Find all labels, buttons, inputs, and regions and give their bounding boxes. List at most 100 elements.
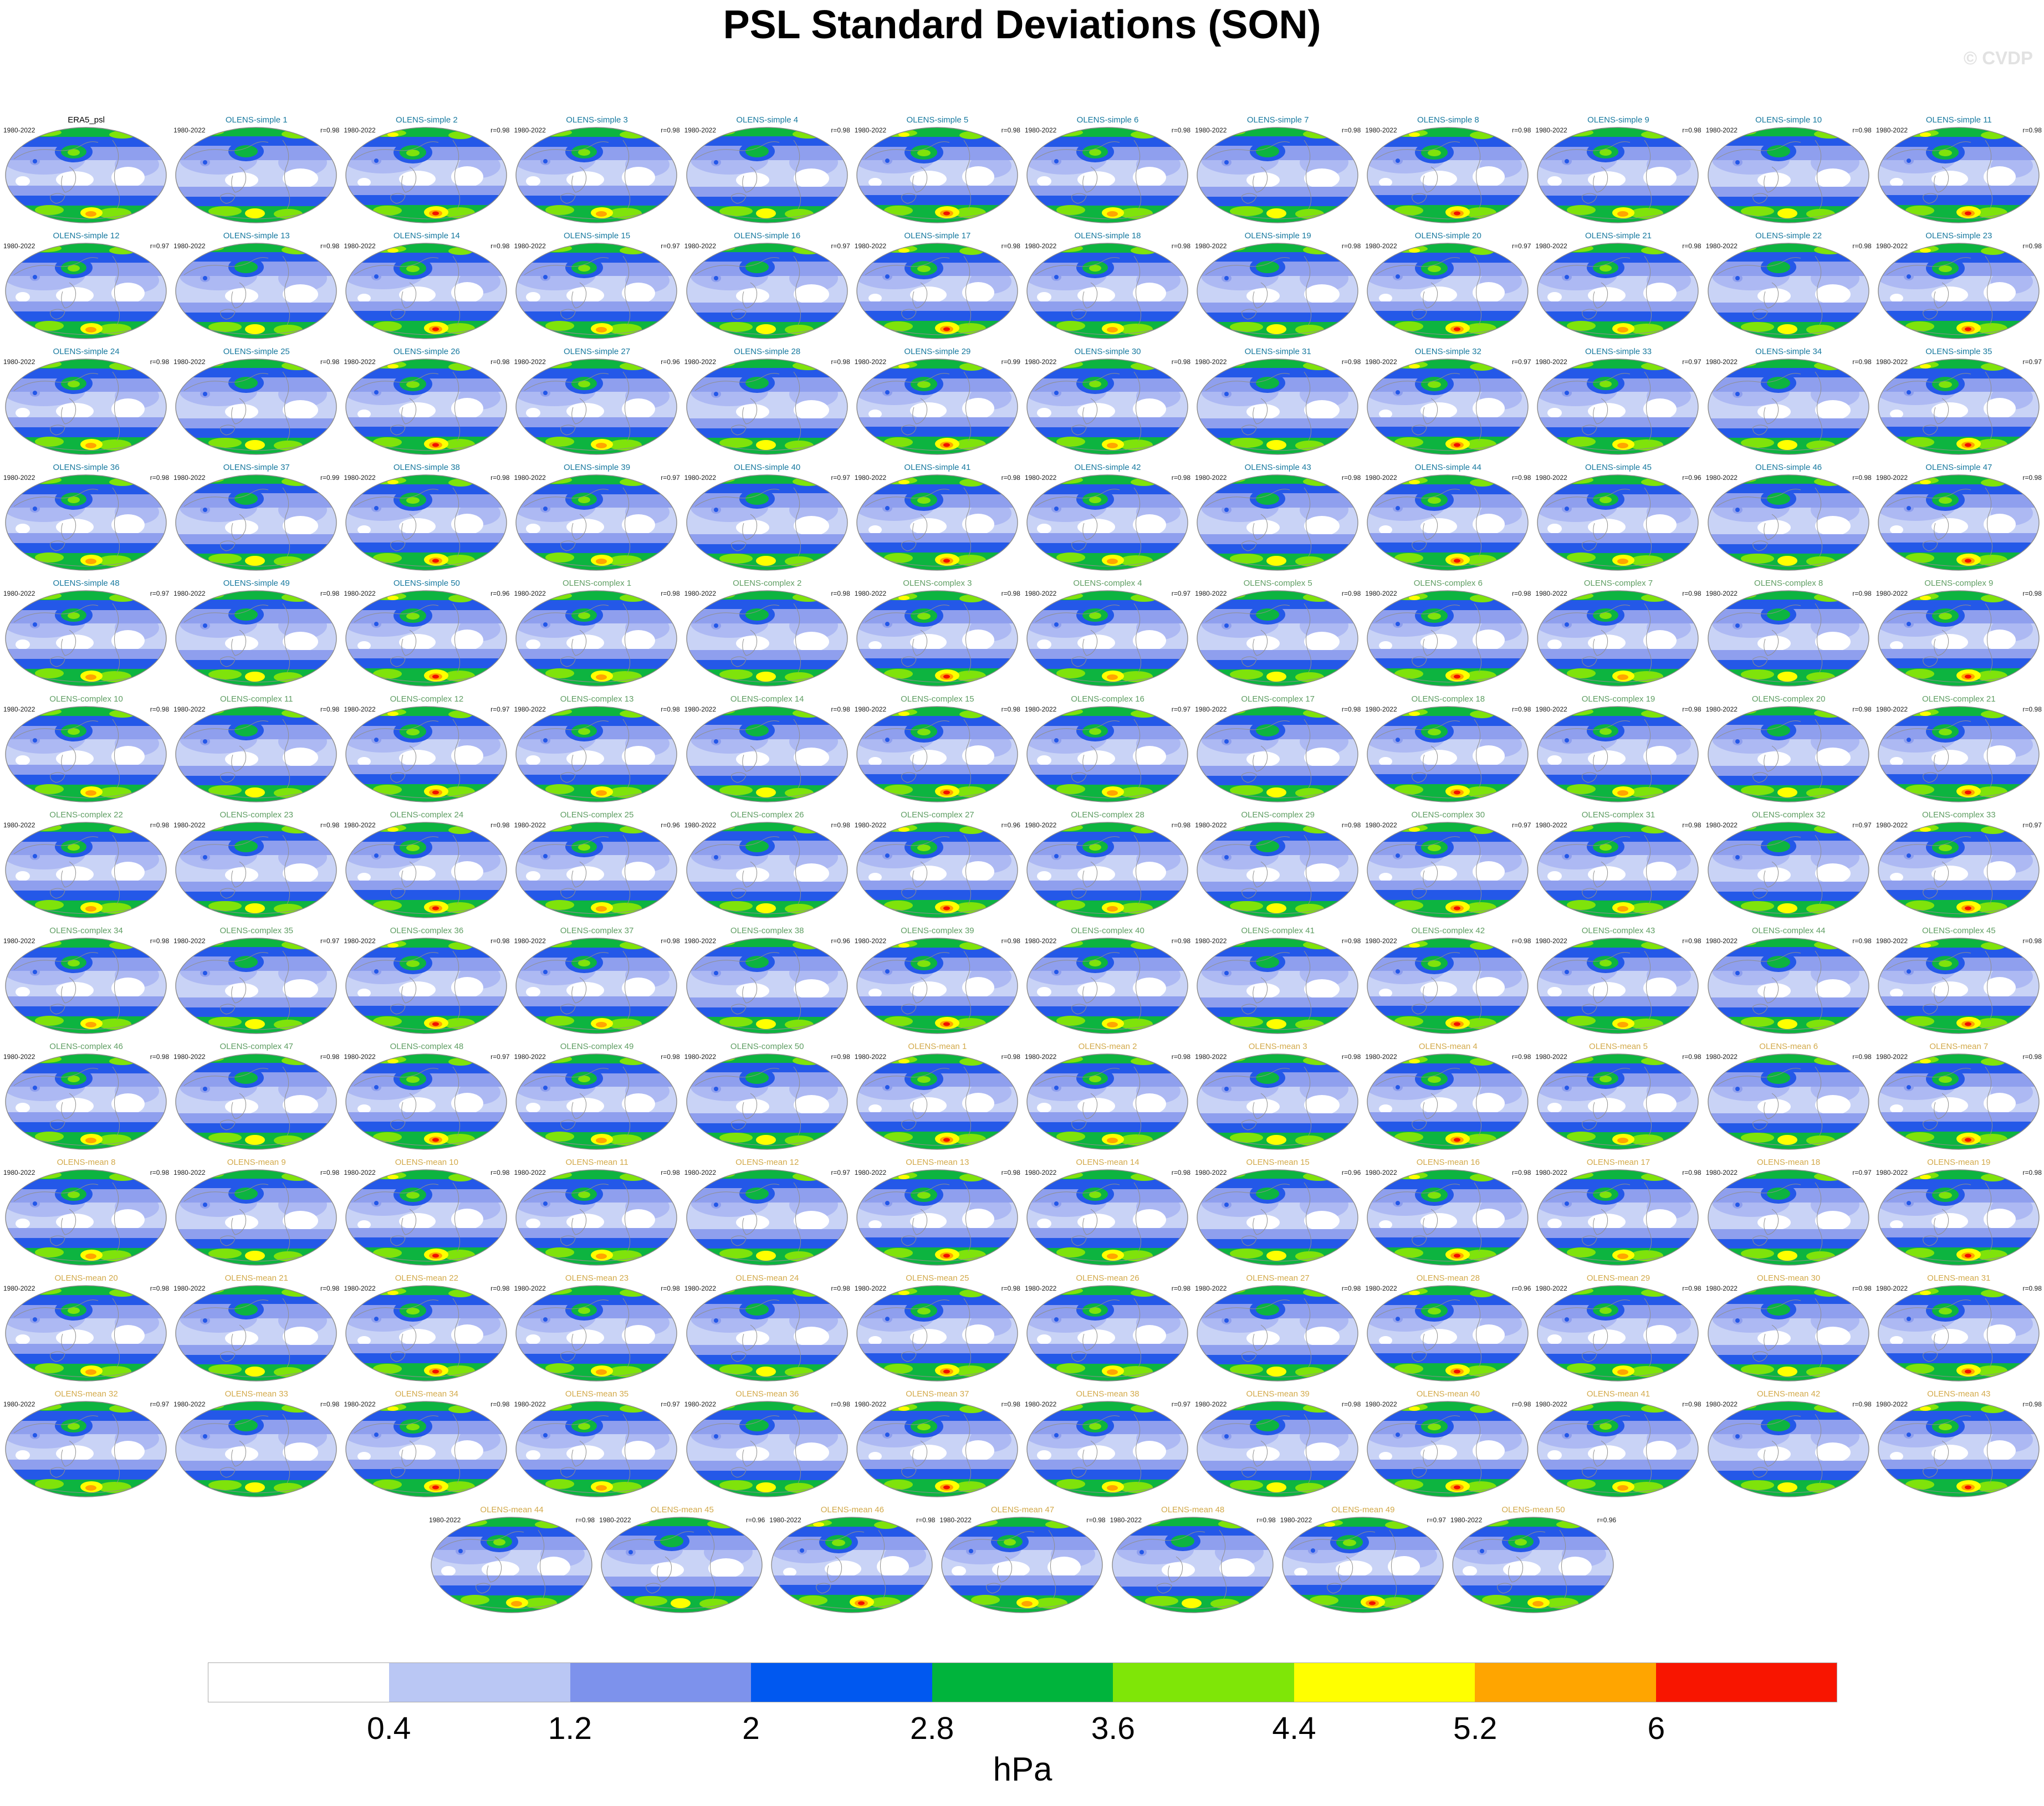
panel-correlation: r=0.98	[1852, 590, 1872, 597]
panel-correlation: r=0.97	[831, 1169, 850, 1176]
world-map-plot	[174, 1168, 338, 1267]
panel-map-area: 1980-2022 r=0.96	[1533, 472, 1703, 574]
panel-period: 1980-2022	[854, 1285, 887, 1292]
panel-title: OLENS-simple 5	[906, 115, 969, 125]
panel-correlation: r=0.98	[2022, 474, 2042, 482]
panel-title: OLENS-simple 20	[1414, 231, 1481, 241]
panel-period: 1980-2022	[344, 937, 376, 945]
panel-correlation: r=0.98	[490, 1169, 510, 1176]
panel-map-area: 1980-2022 r=0.98	[1193, 241, 1363, 342]
world-map-plot	[514, 589, 678, 688]
panel-title: OLENS-mean 29	[1586, 1273, 1650, 1283]
map-panel: OLENS-simple 23 1980-2022 r=0.98	[1874, 231, 2044, 347]
cvdp-watermark: © CVDP	[1963, 48, 2033, 68]
panel-title: OLENS-complex 23	[219, 810, 294, 820]
panel-title: OLENS-complex 50	[730, 1042, 804, 1051]
map-panel: OLENS-mean 7 1980-2022 r=0.98	[1874, 1042, 2044, 1158]
panel-title: OLENS-simple 22	[1755, 231, 1822, 241]
world-map-plot	[855, 1400, 1019, 1498]
panel-title: OLENS-simple 47	[1925, 463, 1992, 472]
panel-row: OLENS-mean 44 1980-2022 r=0.98 OLENS-mea…	[1, 1505, 2044, 1621]
panel-correlation: r=0.98	[490, 126, 510, 134]
panel-period: 1980-2022	[1705, 821, 1738, 829]
colorbar-tick: 6	[1647, 1711, 1665, 1746]
panel-period: 1980-2022	[684, 705, 717, 713]
world-map-plot	[1195, 1400, 1360, 1498]
panel-title: OLENS-mean 11	[565, 1158, 628, 1167]
panel-period: 1980-2022	[854, 821, 887, 829]
colorbar-segment	[751, 1663, 932, 1702]
panel-period: 1980-2022	[1876, 937, 1908, 945]
world-map-plot	[174, 1284, 338, 1383]
world-map-plot	[514, 821, 678, 919]
panel-title: OLENS-mean 12	[735, 1158, 799, 1167]
panel-title: OLENS-simple 42	[1074, 463, 1141, 472]
panel-period: 1980-2022	[1535, 1400, 1567, 1408]
panel-period: 1980-2022	[3, 590, 35, 597]
panel-period: 1980-2022	[1535, 821, 1567, 829]
panel-period: 1980-2022	[1365, 1169, 1397, 1176]
map-panel: OLENS-complex 43 1980-2022 r=0.98	[1533, 926, 1703, 1042]
panel-map-area: 1980-2022 r=0.98	[512, 125, 682, 227]
panel-title: OLENS-complex 30	[1411, 810, 1485, 820]
panel-map-area: 1980-2022 r=0.98	[1023, 356, 1193, 458]
panel-correlation: r=0.98	[661, 126, 680, 134]
panel-map-area: 1980-2022 r=0.98	[171, 1051, 341, 1153]
panel-map-area: 1980-2022 r=0.98	[1533, 588, 1703, 690]
panel-correlation: r=0.98	[1512, 1400, 1531, 1408]
panel-row: OLENS-complex 22 1980-2022 r=0.98 OLENS-…	[1, 810, 2044, 926]
world-map-plot	[1025, 589, 1189, 688]
world-map-plot	[685, 126, 849, 224]
panel-period: 1980-2022	[173, 242, 206, 250]
panel-map-area: 1980-2022 r=0.96	[1363, 1283, 1533, 1385]
world-map-plot	[1536, 1168, 1700, 1267]
panel-correlation: r=0.98	[916, 1516, 936, 1524]
map-panel: OLENS-complex 7 1980-2022 r=0.98	[1533, 579, 1703, 694]
panel-correlation: r=0.98	[150, 358, 170, 366]
panel-title: OLENS-complex 10	[49, 694, 123, 704]
world-map-plot	[1366, 705, 1530, 804]
panel-correlation: r=0.98	[490, 821, 510, 829]
panel-period: 1980-2022	[599, 1516, 631, 1524]
colorbar-segment	[1475, 1663, 1656, 1702]
panel-correlation: r=0.97	[661, 1400, 680, 1408]
world-map-plot	[1877, 242, 2041, 340]
map-panel: OLENS-complex 21 1980-2022 r=0.98	[1874, 694, 2044, 810]
panel-title: OLENS-simple 37	[223, 463, 290, 472]
panel-title: OLENS-complex 49	[560, 1042, 634, 1051]
panel-title: OLENS-mean 2	[1078, 1042, 1137, 1051]
world-map-plot	[1366, 821, 1530, 919]
map-panel: OLENS-mean 40 1980-2022 r=0.98	[1363, 1389, 1533, 1505]
panel-map-area: 1980-2022 r=0.97	[1874, 820, 2044, 922]
colorbar-tick: 2.8	[910, 1711, 954, 1746]
panel-correlation: r=0.98	[1341, 1400, 1361, 1408]
map-panel: OLENS-complex 13 1980-2022 r=0.98	[512, 694, 682, 810]
map-panel: OLENS-complex 10 1980-2022 r=0.98	[1, 694, 171, 810]
map-panel: OLENS-simple 19 1980-2022 r=0.98	[1193, 231, 1363, 347]
panel-title: OLENS-mean 9	[227, 1158, 286, 1167]
page-title: PSL Standard Deviations (SON)	[723, 3, 1321, 47]
world-map-plot	[174, 1400, 338, 1498]
map-panel: OLENS-mean 15 1980-2022 r=0.96	[1193, 1158, 1363, 1273]
panel-map-area: 1980-2022 r=0.98	[171, 704, 341, 806]
panel-correlation: r=0.96	[1341, 1169, 1361, 1176]
panel-period: 1980-2022	[514, 705, 546, 713]
world-map-plot	[1877, 357, 2041, 456]
map-panel: OLENS-simple 43 1980-2022 r=0.98	[1193, 463, 1363, 579]
world-map-plot	[514, 1400, 678, 1498]
world-map-plot	[514, 242, 678, 340]
map-panel: OLENS-simple 9 1980-2022 r=0.98	[1533, 115, 1703, 231]
map-panel: OLENS-complex 20 1980-2022 r=0.98	[1704, 694, 1874, 810]
panel-period: 1980-2022	[1365, 937, 1397, 945]
map-panel: OLENS-complex 16 1980-2022 r=0.97	[1023, 694, 1193, 810]
world-map-plot	[1195, 705, 1360, 804]
panel-period: 1980-2022	[854, 1053, 887, 1061]
colorbar-tick: 2	[742, 1711, 760, 1746]
panel-title: OLENS-complex 5	[1243, 579, 1312, 588]
world-map-plot	[344, 357, 508, 456]
panel-title: OLENS-mean 21	[224, 1273, 288, 1283]
world-map-plot	[1706, 1168, 1871, 1267]
panel-period: 1980-2022	[1365, 1285, 1397, 1292]
panel-title: OLENS-simple 16	[734, 231, 801, 241]
panel-map-area: 1980-2022 r=0.97	[682, 241, 852, 342]
